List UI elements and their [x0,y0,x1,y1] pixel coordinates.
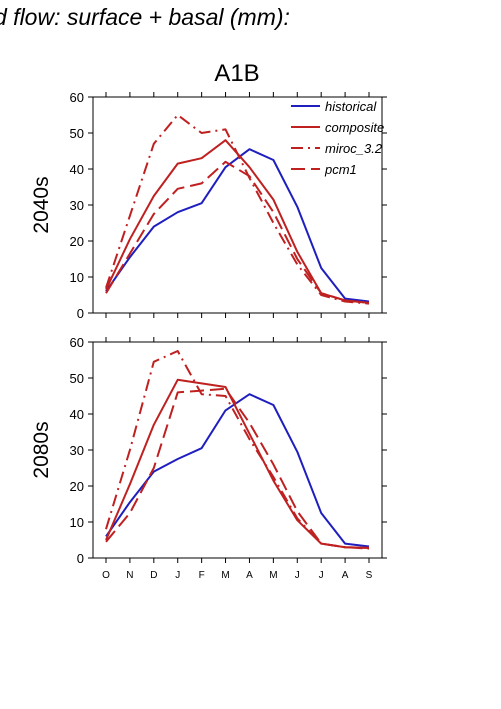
panel-2040s: 0 10 20 30 40 50 60 2040s [30,90,387,321]
y-tick-label: 30 [70,443,84,458]
y-tick-label: 40 [70,407,84,422]
y-tick-label: 50 [70,371,84,386]
x-tick-label: J [319,570,324,581]
y-tick-label: 10 [70,515,84,530]
legend-label: historical [325,99,377,114]
series-line-historical [105,393,370,548]
y-tick-label: 60 [70,335,84,350]
y-tick-label: 10 [70,270,84,285]
series-line-miroc-3-2 [105,114,370,305]
panel-title: A1B [214,60,259,87]
x-tick-label: A [342,570,349,581]
x-tick-label: J [295,570,300,581]
x-tick-label: F [199,570,205,581]
y-tick-label: 0 [77,551,84,566]
series-line-pcm1 [105,387,370,549]
y-axis-label: 2040s [30,176,53,233]
y-tick-label: 20 [70,234,84,249]
series-line-pcm1 [105,160,370,304]
x-tick-label: J [175,570,180,581]
y-tick-label: 60 [70,90,84,105]
y-tick-label: 40 [70,162,84,177]
x-tick-label: M [269,570,277,581]
y-tick-label: 50 [70,126,84,141]
plot-frame [92,341,383,559]
x-tick-label: N [126,570,133,581]
y-tick-label: 20 [70,479,84,494]
x-tick-label: S [366,570,373,581]
legend: historical composite miroc_3.2 pcm1 [291,99,384,177]
x-tick-label: A [246,570,253,581]
x-tick-label: O [102,570,110,581]
series-line-miroc-3-2 [105,350,370,550]
y-tick-label: 0 [77,306,84,321]
x-tick-label: M [221,570,229,581]
legend-label: pcm1 [324,162,357,177]
legend-label: composite [325,120,384,135]
y-tick-label: 30 [70,198,84,213]
y-axis-label: 2080s [30,421,53,478]
series-line-historical [105,148,370,303]
panel-2080s: 0 10 20 30 40 50 60 O N D J F M A M J J A S 2080s [30,335,387,581]
x-tick-label: D [150,570,157,581]
legend-label: miroc_3.2 [325,141,383,156]
figure-title: d flow: surface + basal (mm): [0,4,290,30]
